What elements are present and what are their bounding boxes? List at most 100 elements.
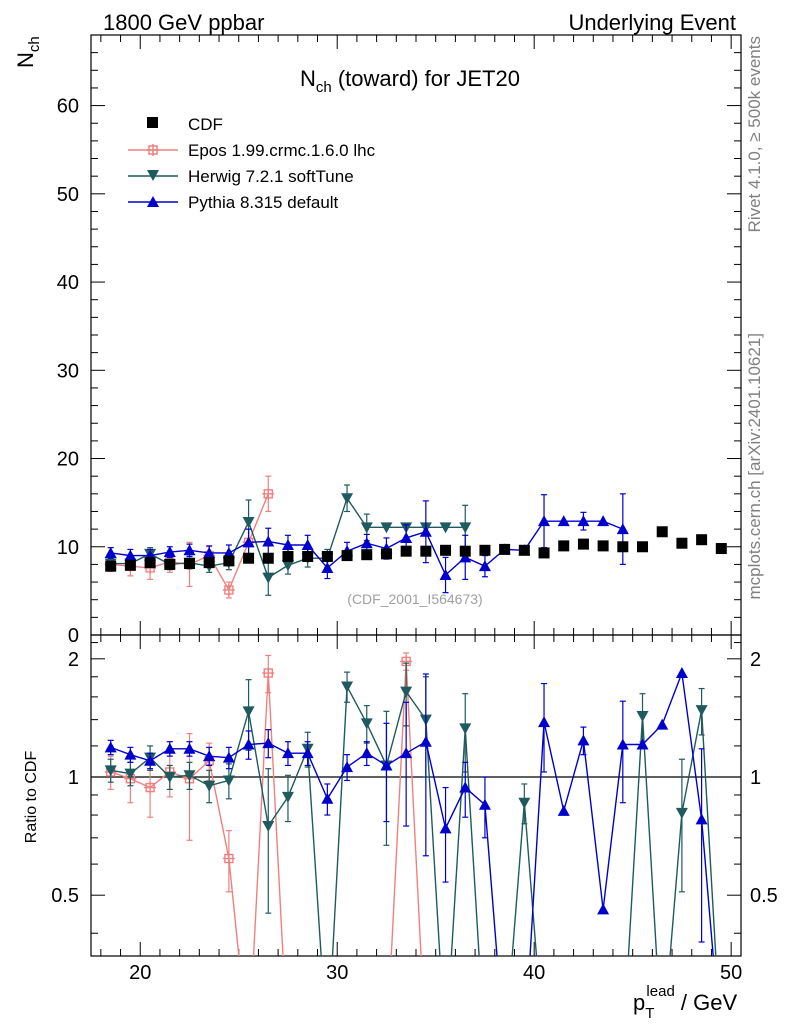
main-y-tick-label: 60 [57,96,79,118]
ratio-point-herwig [183,770,196,782]
ratio-point-herwig [203,780,216,792]
point-pythia [222,546,235,558]
ratio-point-pythia [695,813,708,825]
point-pythia [557,515,570,527]
ratio-plot: 0.5 0.5 1 1 2 2 20 30 40 50 [51,634,778,984]
ratio-point-herwig [163,772,176,784]
point-herwig [360,522,373,534]
legend-marker-cdf [147,117,158,128]
ratio-frame [90,634,742,957]
point-cdf [715,543,727,555]
ratio-point-epos [262,667,275,680]
main-y-tick-label: 0 [68,625,79,647]
point-cdf [282,550,294,562]
point-cdf [597,540,609,552]
main-y-tick-label: 30 [57,360,79,382]
ratio-y-tick-label-left: 0.5 [51,885,79,907]
point-herwig [459,522,472,534]
ratio-point-pythia [577,734,590,746]
legend-label-epos: Epos 1.99.crmc.1.6.0 lhc [188,141,376,160]
ratio-point-pythia [163,742,176,754]
point-cdf [558,540,570,552]
ratio-point-epos [222,852,235,865]
point-cdf [420,545,432,557]
header-left: 1800 GeV ppbar [103,10,264,35]
ratio-point-pythia [222,751,235,763]
ratio-y-label: Ratio to CDF [23,751,40,844]
x-axis-label: pTlead / GeV [633,983,737,1022]
x-tick-label: 50 [720,962,742,984]
ratio-point-pythia [478,798,491,810]
watermark: (CDF_2001_I564673) [347,591,482,607]
point-cdf [400,545,412,557]
point-pythia [478,560,491,572]
ratio-point-herwig [459,723,472,735]
point-cdf [341,550,353,562]
ratio-point-pythia [675,667,688,679]
header-right: Underlying Event [568,10,736,35]
point-pythia [360,537,373,549]
ratio-point-herwig [518,797,531,809]
point-pythia [301,539,314,550]
point-cdf [183,558,195,570]
point-cdf [459,545,471,557]
point-pythia [203,546,216,558]
ratio-point-pythia [380,759,393,771]
legend-marker-pythia [147,196,159,207]
legend-marker-herwig [147,170,159,181]
main-y-tick-label: 40 [57,272,79,294]
ratio-point-pythia [301,747,314,759]
point-epos [262,487,275,500]
point-herwig [262,572,275,584]
ratio-point-pythia [597,903,610,915]
point-cdf [518,544,530,556]
point-cdf [637,541,649,553]
point-cdf [124,559,136,571]
ratio-point-epos [144,781,157,794]
ratio-point-pythia [656,718,669,730]
ratio-y-tick-label-left: 1 [68,767,79,789]
point-pythia [321,561,334,573]
point-herwig [341,493,354,505]
main-y-tick-label: 10 [57,537,79,559]
ratio-y-tick-label-left: 2 [68,649,79,671]
point-cdf [440,544,452,556]
ratio-point-herwig [222,775,235,787]
point-herwig [281,560,294,572]
ratio-point-herwig [124,768,137,780]
side-text-top: Rivet 4.1.0, ≥ 500k events [745,36,764,232]
point-cdf [499,543,511,555]
ratio-point-pythia [124,748,137,760]
point-pythia [577,515,590,527]
x-tick-label: 30 [326,962,348,984]
point-cdf [380,548,392,560]
ratio-point-pythia [203,750,216,762]
point-pythia [163,546,176,558]
ratio-point-pythia [439,822,452,834]
point-pythia [616,523,629,535]
ratio-y-tick-label-right: 2 [750,649,761,671]
point-herwig [439,522,452,534]
point-pythia [439,569,452,580]
plot-title: Nch (toward) for JET20 [300,66,520,96]
point-cdf [223,555,235,567]
point-pythia [124,549,137,561]
point-cdf [577,538,589,550]
ratio-point-pythia [183,742,196,754]
point-cdf [538,547,550,559]
ratio-point-herwig [636,711,649,723]
point-pythia [183,544,196,556]
point-pythia [104,546,117,558]
ratio-point-herwig [675,807,688,819]
ratio-point-pythia [616,738,629,750]
side-text-bottom: mcplots.cern.ch [arXiv:2401.10621] [745,333,764,599]
legend-label-cdf: CDF [188,115,223,134]
ratio-y-tick-label-right: 0.5 [750,885,778,907]
ratio-point-herwig [262,821,275,833]
ratio-point-herwig [281,791,294,803]
ratio-point-pythia [341,761,354,773]
main-y-tick-label: 20 [57,449,79,471]
y-axis-label: Nch [13,36,43,68]
legend-marker-epos [147,144,159,156]
